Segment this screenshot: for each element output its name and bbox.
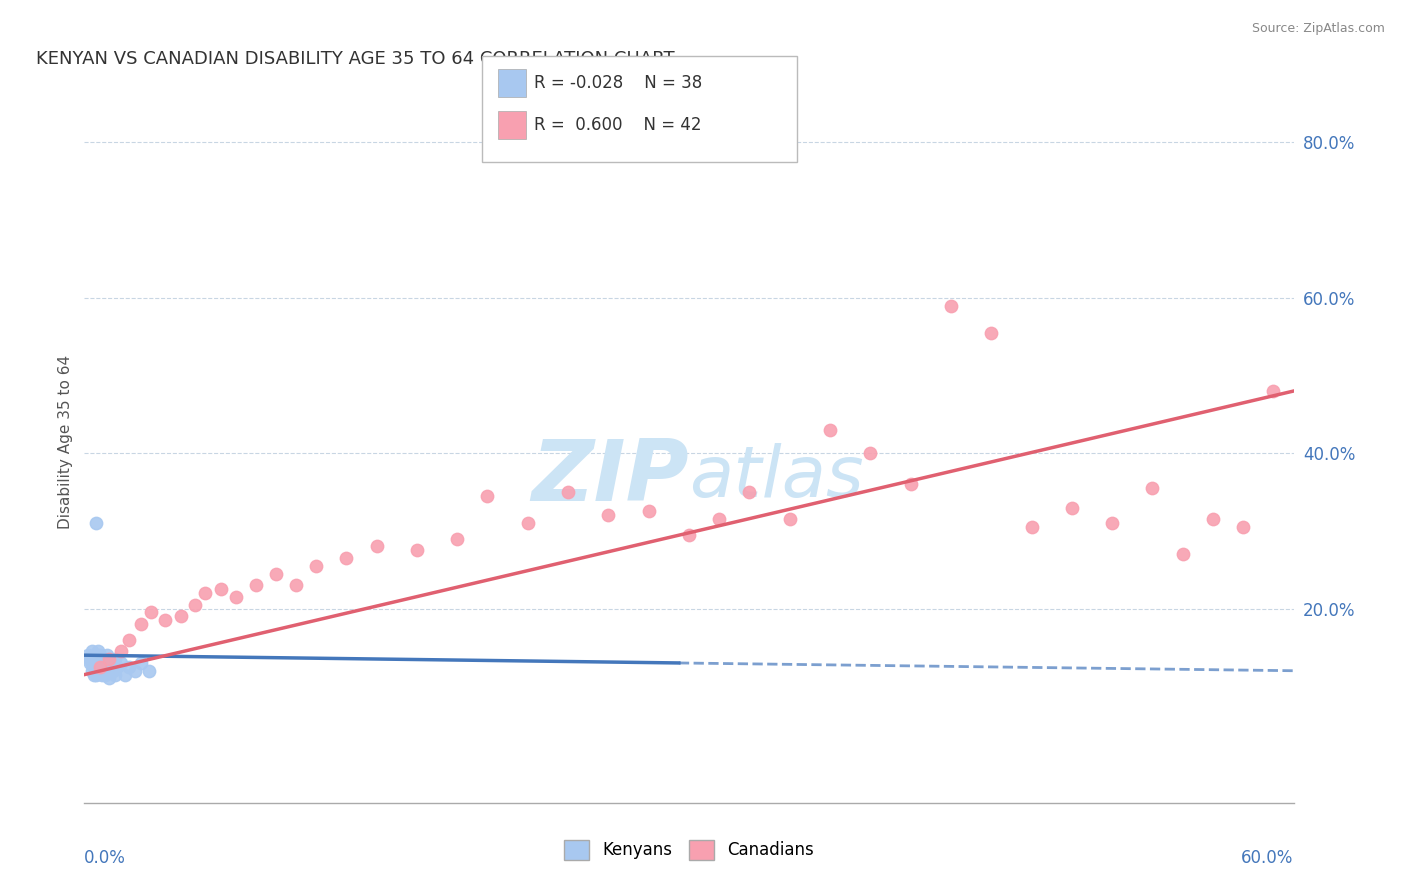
Point	[678, 528, 700, 542]
Point	[100, 656, 122, 670]
Point	[900, 477, 922, 491]
Point	[129, 617, 152, 632]
Point	[980, 326, 1002, 340]
Point	[87, 664, 110, 678]
Point	[89, 648, 111, 663]
Point	[104, 652, 127, 666]
Text: 0.0%: 0.0%	[84, 849, 127, 867]
Point	[82, 664, 104, 678]
Point	[114, 667, 136, 681]
Point	[118, 632, 141, 647]
Point	[105, 660, 128, 674]
Point	[83, 667, 105, 681]
Point	[184, 598, 207, 612]
Point	[129, 656, 152, 670]
Point	[818, 423, 841, 437]
Point	[77, 648, 100, 663]
Point	[516, 516, 538, 530]
Point	[779, 512, 801, 526]
Legend: Kenyans, Canadians: Kenyans, Canadians	[557, 833, 821, 867]
Point	[97, 656, 120, 670]
Point	[104, 667, 127, 681]
Point	[96, 648, 118, 663]
Text: 60.0%: 60.0%	[1241, 849, 1294, 867]
Text: Source: ZipAtlas.com: Source: ZipAtlas.com	[1251, 22, 1385, 36]
Point	[939, 299, 962, 313]
Point	[82, 656, 104, 670]
Point	[1101, 516, 1123, 530]
Point	[446, 532, 468, 546]
Point	[86, 516, 108, 530]
Text: R = -0.028    N = 38: R = -0.028 N = 38	[534, 74, 703, 92]
Point	[97, 652, 120, 666]
Point	[209, 582, 232, 596]
Point	[118, 660, 141, 674]
Point	[285, 578, 308, 592]
Point	[153, 613, 176, 627]
Point	[89, 664, 111, 678]
Point	[97, 672, 120, 686]
Point	[194, 586, 217, 600]
Point	[93, 656, 115, 670]
Text: KENYAN VS CANADIAN DISABILITY AGE 35 TO 64 CORRELATION CHART: KENYAN VS CANADIAN DISABILITY AGE 35 TO …	[37, 50, 675, 68]
Point	[87, 656, 110, 670]
Text: ZIP: ZIP	[531, 436, 689, 519]
Point	[110, 644, 132, 658]
Y-axis label: Disability Age 35 to 64: Disability Age 35 to 64	[58, 354, 73, 529]
Point	[110, 656, 132, 670]
Point	[225, 590, 247, 604]
Point	[264, 566, 287, 581]
Point	[89, 660, 111, 674]
Point	[598, 508, 620, 523]
Point	[637, 504, 659, 518]
Point	[79, 656, 101, 670]
Point	[91, 652, 114, 666]
Point	[738, 485, 761, 500]
Point	[93, 667, 115, 681]
Point	[100, 660, 122, 674]
Point	[859, 446, 882, 460]
Point	[305, 558, 328, 573]
Point	[86, 656, 108, 670]
Point	[87, 644, 110, 658]
Text: R =  0.600    N = 42: R = 0.600 N = 42	[534, 116, 702, 134]
Point	[477, 489, 499, 503]
Point	[139, 606, 162, 620]
Point	[96, 660, 118, 674]
Text: atlas: atlas	[689, 443, 863, 512]
Point	[86, 667, 108, 681]
Point	[1263, 384, 1285, 398]
Point	[366, 540, 388, 554]
Point	[124, 664, 146, 678]
Point	[1202, 512, 1225, 526]
Point	[79, 652, 101, 666]
Point	[170, 609, 193, 624]
Point	[1232, 520, 1254, 534]
Point	[83, 660, 105, 674]
Point	[101, 664, 124, 678]
Point	[1142, 481, 1164, 495]
Point	[709, 512, 731, 526]
Point	[1021, 520, 1043, 534]
Point	[83, 652, 105, 666]
Point	[82, 644, 104, 658]
Point	[1060, 500, 1083, 515]
Point	[245, 578, 267, 592]
Point	[86, 660, 108, 674]
Point	[557, 485, 579, 500]
Point	[138, 664, 160, 678]
Point	[91, 667, 114, 681]
Point	[335, 551, 357, 566]
Point	[1171, 547, 1194, 561]
Point	[406, 543, 429, 558]
